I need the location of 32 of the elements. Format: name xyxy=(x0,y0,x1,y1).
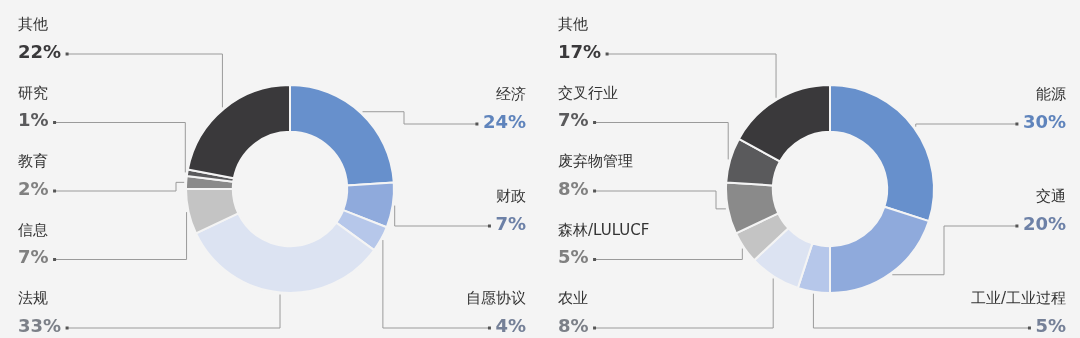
slice-label: 森林/LULUCF xyxy=(558,220,650,239)
data-label: 1% xyxy=(18,109,49,131)
slice-label: 信息 xyxy=(18,220,48,239)
slice-label: 自愿协议 xyxy=(466,289,526,308)
slice-label: 其他 xyxy=(18,15,48,34)
slice-label: 农业 xyxy=(558,289,588,308)
data-label: 2% xyxy=(18,177,49,199)
data-label: 5% xyxy=(558,246,589,268)
data-label: 5% xyxy=(1035,314,1066,336)
slice-label: 法规 xyxy=(18,289,48,308)
slice-label: 经济 xyxy=(496,85,526,104)
data-label: 24% xyxy=(482,110,526,132)
slice-label: 工业/工业过程 xyxy=(970,289,1066,308)
data-label: 33% xyxy=(18,314,62,336)
data-label: 7% xyxy=(495,212,526,234)
data-label: 17% xyxy=(558,40,602,62)
slice-label: 教育 xyxy=(18,152,48,171)
slice-label: 研究 xyxy=(18,83,48,102)
data-label: 30% xyxy=(1022,110,1066,132)
slice-label: 能源 xyxy=(1036,85,1066,104)
data-label: 22% xyxy=(18,40,62,62)
data-label: 8% xyxy=(558,314,589,336)
data-label: 7% xyxy=(18,246,49,268)
data-label: 4% xyxy=(495,314,526,336)
slice-label: 财政 xyxy=(496,187,526,206)
data-label: 20% xyxy=(1022,212,1066,234)
slice-label: 交叉行业 xyxy=(558,83,618,102)
slice-label: 交通 xyxy=(1036,187,1066,206)
data-label: 7% xyxy=(558,109,589,131)
slice-label: 其他 xyxy=(558,15,588,34)
slice-label: 废弃物管理 xyxy=(558,152,633,171)
data-label: 8% xyxy=(558,177,589,199)
